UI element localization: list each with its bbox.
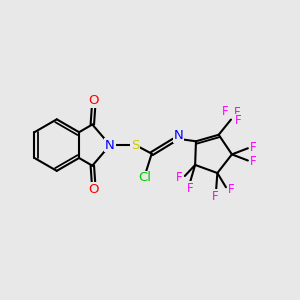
Text: F: F bbox=[235, 114, 242, 127]
Text: O: O bbox=[88, 94, 99, 107]
Text: F: F bbox=[250, 140, 256, 154]
Text: F: F bbox=[228, 183, 235, 196]
Text: F: F bbox=[234, 106, 240, 119]
Text: F: F bbox=[176, 171, 183, 184]
Text: F: F bbox=[187, 182, 194, 195]
Text: S: S bbox=[131, 139, 140, 152]
Text: F: F bbox=[250, 155, 256, 168]
Text: O: O bbox=[88, 183, 99, 196]
Text: F: F bbox=[212, 190, 218, 203]
Text: N: N bbox=[105, 139, 115, 152]
Text: N: N bbox=[174, 129, 184, 142]
Text: F: F bbox=[222, 105, 229, 118]
Text: Cl: Cl bbox=[139, 171, 152, 184]
